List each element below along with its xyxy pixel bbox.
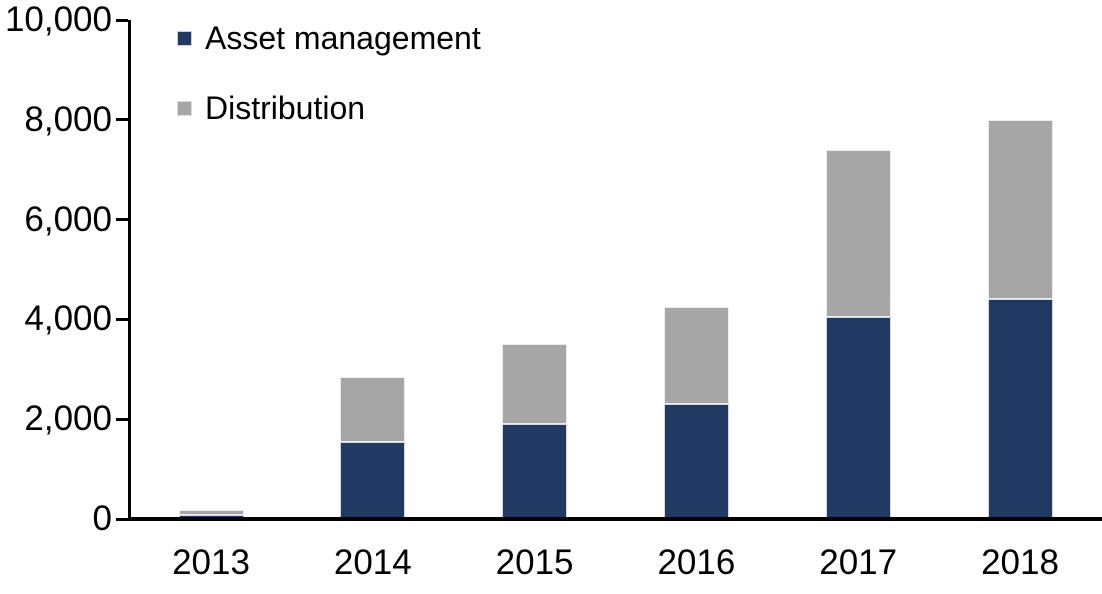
legend-swatch-asset-management <box>177 30 192 46</box>
y-axis-tick-label: 10,000 <box>4 0 112 39</box>
x-axis-label-2016: 2016 <box>657 543 736 582</box>
bar-segment-asset-management-2015 <box>502 424 568 519</box>
legend-label-asset-management: Asset management <box>205 20 481 56</box>
x-axis-label-2018: 2018 <box>981 543 1059 582</box>
x-axis-label-2013: 2013 <box>172 543 250 582</box>
x-axis-label-2015: 2015 <box>495 543 574 582</box>
legend-item-distribution: Distribution <box>177 90 481 126</box>
y-axis-tick <box>116 118 128 122</box>
y-axis-tick <box>116 218 128 222</box>
y-axis-tick-label: 0 <box>92 499 112 538</box>
x-axis-label-2017: 2017 <box>819 543 898 582</box>
y-axis-tick <box>116 417 128 421</box>
y-axis-line <box>128 20 131 521</box>
bar-segment-distribution-2016 <box>663 306 729 405</box>
y-axis-tick <box>116 317 128 321</box>
x-axis-label-2014: 2014 <box>333 543 412 582</box>
bar-segment-asset-management-2017 <box>825 316 891 519</box>
x-axis-line <box>128 517 1102 521</box>
legend-item-asset-management: Asset management <box>177 20 481 56</box>
y-axis-tick-label: 8,000 <box>24 99 112 139</box>
bar-segment-asset-management-2018 <box>987 299 1053 519</box>
bar-segment-asset-management-2014 <box>340 441 406 519</box>
y-axis-tick <box>116 18 128 22</box>
bar-segment-distribution-2015 <box>502 344 568 425</box>
chart-legend: Asset management Distribution <box>177 20 481 126</box>
bar-segment-distribution-2013 <box>178 510 244 515</box>
bar-segment-asset-management-2016 <box>663 404 729 519</box>
y-axis-tick-label: 4,000 <box>24 299 112 339</box>
legend-label-distribution: Distribution <box>205 90 366 126</box>
y-axis-tick-label: 6,000 <box>24 199 112 239</box>
y-axis-tick-label: 2,000 <box>24 399 112 439</box>
bar-segment-distribution-2014 <box>340 376 406 442</box>
legend-swatch-distribution <box>177 100 192 116</box>
bar-segment-distribution-2018 <box>987 119 1053 300</box>
bar-segment-distribution-2017 <box>825 149 891 317</box>
y-axis-tick <box>116 517 128 521</box>
